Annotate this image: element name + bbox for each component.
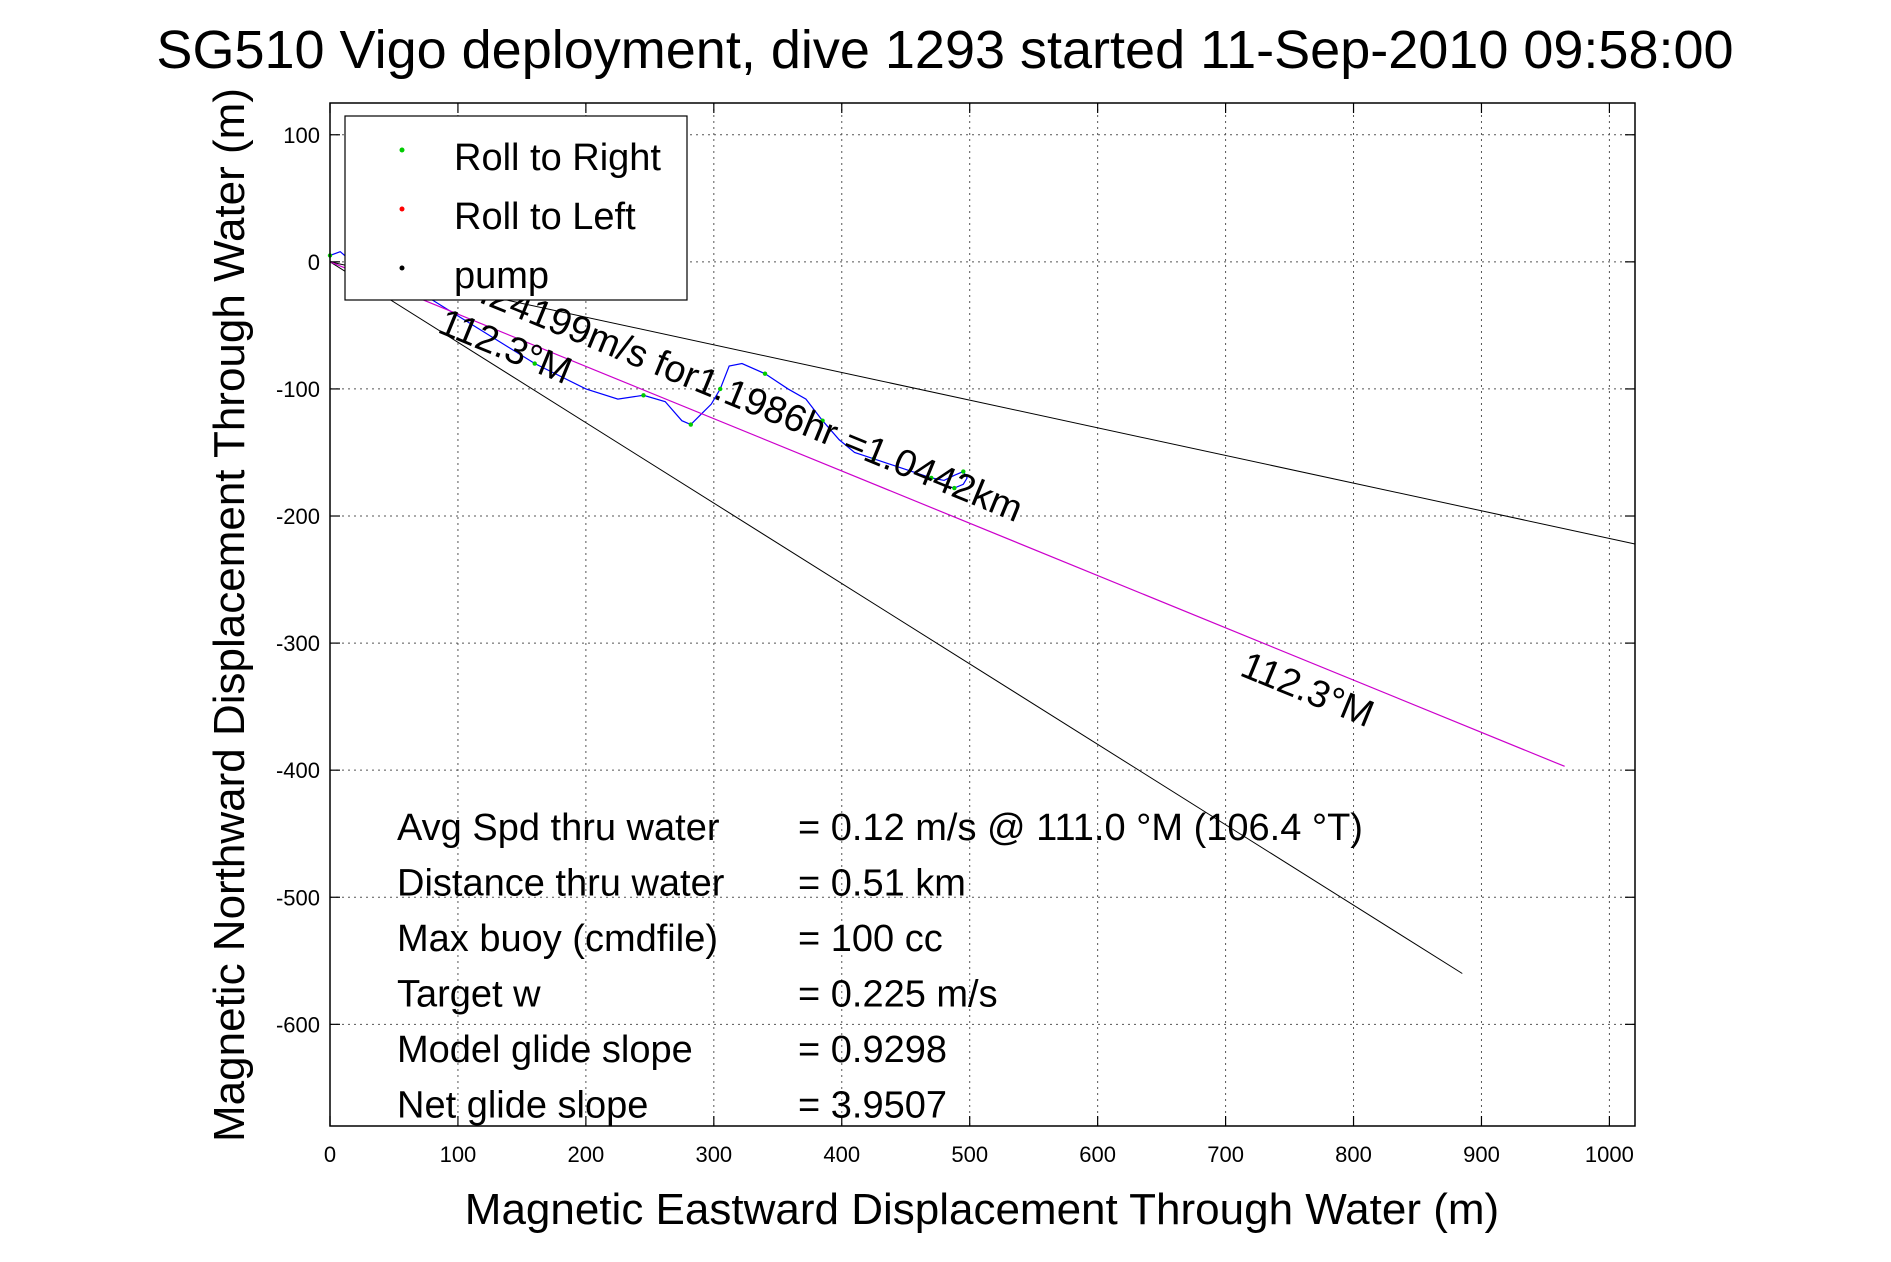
x-tick-label: 700: [1207, 1142, 1244, 1167]
y-tick-label: -300: [276, 631, 320, 656]
stat-value: = 100 cc: [798, 918, 943, 960]
track-marker: [952, 485, 957, 491]
x-tick-label: 100: [440, 1142, 477, 1167]
track-marker: [929, 475, 934, 481]
stats-block: Avg Spd thru water = 0.12 m/s @ 111.0 °M …: [397, 807, 1363, 1127]
plot-frame: [329, 102, 1636, 1127]
track-marker: [961, 469, 966, 474]
heading-bound-line: [329, 261, 1636, 545]
x-tick-label: 400: [823, 1142, 860, 1167]
rate-annotation: 112.3°M: [1235, 644, 1380, 736]
stat-label: Max buoy (cmdfile): [397, 918, 718, 960]
legend-label: Roll to Left: [454, 196, 636, 238]
rate-annotation: 0.24199m/s for1.1986hr =1.0442km: [455, 263, 1029, 531]
series-line: [329, 261, 1565, 767]
x-tick-label: 800: [1335, 1142, 1372, 1167]
x-tick-label: 0: [324, 1142, 336, 1167]
y-axis-label: Magnetic Northward Displacement Through …: [205, 88, 254, 1142]
legend-marker: [399, 206, 405, 212]
x-tick-label: 1000: [1585, 1142, 1634, 1167]
stat-label: Distance thru water: [397, 863, 725, 905]
track-marker: [641, 393, 646, 398]
x-tick-label: 600: [1079, 1142, 1116, 1167]
y-tick-label: -400: [276, 758, 320, 783]
track-marker: [871, 456, 876, 462]
annotations: 0.24199m/s for1.1986hr =1.0442km112.3°M1…: [433, 263, 1380, 736]
series: [327, 250, 1565, 767]
cone-lines: [329, 261, 1636, 974]
stat-value: = 0.9298: [798, 1029, 947, 1071]
track-marker: [688, 422, 693, 427]
legend-label: Roll to Right: [454, 137, 661, 179]
y-tick-label: -500: [276, 885, 320, 910]
y-tick-label: -200: [276, 504, 320, 529]
stat-value: = 0.12 m/s @ 111.0 °M (106.4 °T): [798, 807, 1363, 849]
heading-bound-line: [329, 261, 1463, 974]
y-tick-label: 0: [308, 250, 320, 275]
legend: Roll to Right Roll to Left pump: [344, 115, 688, 301]
stat-label: Model glide slope: [397, 1029, 693, 1071]
x-axis-label: Magnetic Eastward Displacement Through W…: [465, 1185, 1499, 1234]
y-tick-label: 100: [283, 123, 320, 148]
stat-label: Avg Spd thru water: [397, 807, 720, 849]
track-marker: [532, 361, 537, 366]
track-marker: [762, 371, 768, 376]
legend-marker: [399, 265, 405, 271]
x-tick-label: 500: [951, 1142, 988, 1167]
track-marker: [820, 418, 825, 423]
grid: [329, 103, 1635, 1126]
y-tick-label: -600: [276, 1012, 320, 1037]
x-tick-label: 300: [695, 1142, 732, 1167]
stat-value: = 0.225 m/s: [798, 974, 998, 1016]
stat-value: = 3.9507: [798, 1085, 947, 1127]
chart-title: SG510 Vigo deployment, dive 1293 started…: [156, 20, 1733, 80]
stat-label: Net glide slope: [397, 1085, 648, 1127]
x-tick-label: 900: [1463, 1142, 1500, 1167]
series-line: [329, 250, 968, 489]
ticks: 0 100 200 300 400 500 600 700 800 900 10001000-100…: [276, 103, 1635, 1167]
legend-label: pump: [454, 255, 549, 297]
y-tick-label: -100: [276, 377, 320, 402]
track-marker: [718, 386, 723, 392]
legend-marker: [399, 147, 405, 153]
stat-label: Target w: [397, 974, 541, 1016]
stat-value: = 0.51 km: [798, 863, 966, 905]
x-tick-label: 200: [568, 1142, 605, 1167]
